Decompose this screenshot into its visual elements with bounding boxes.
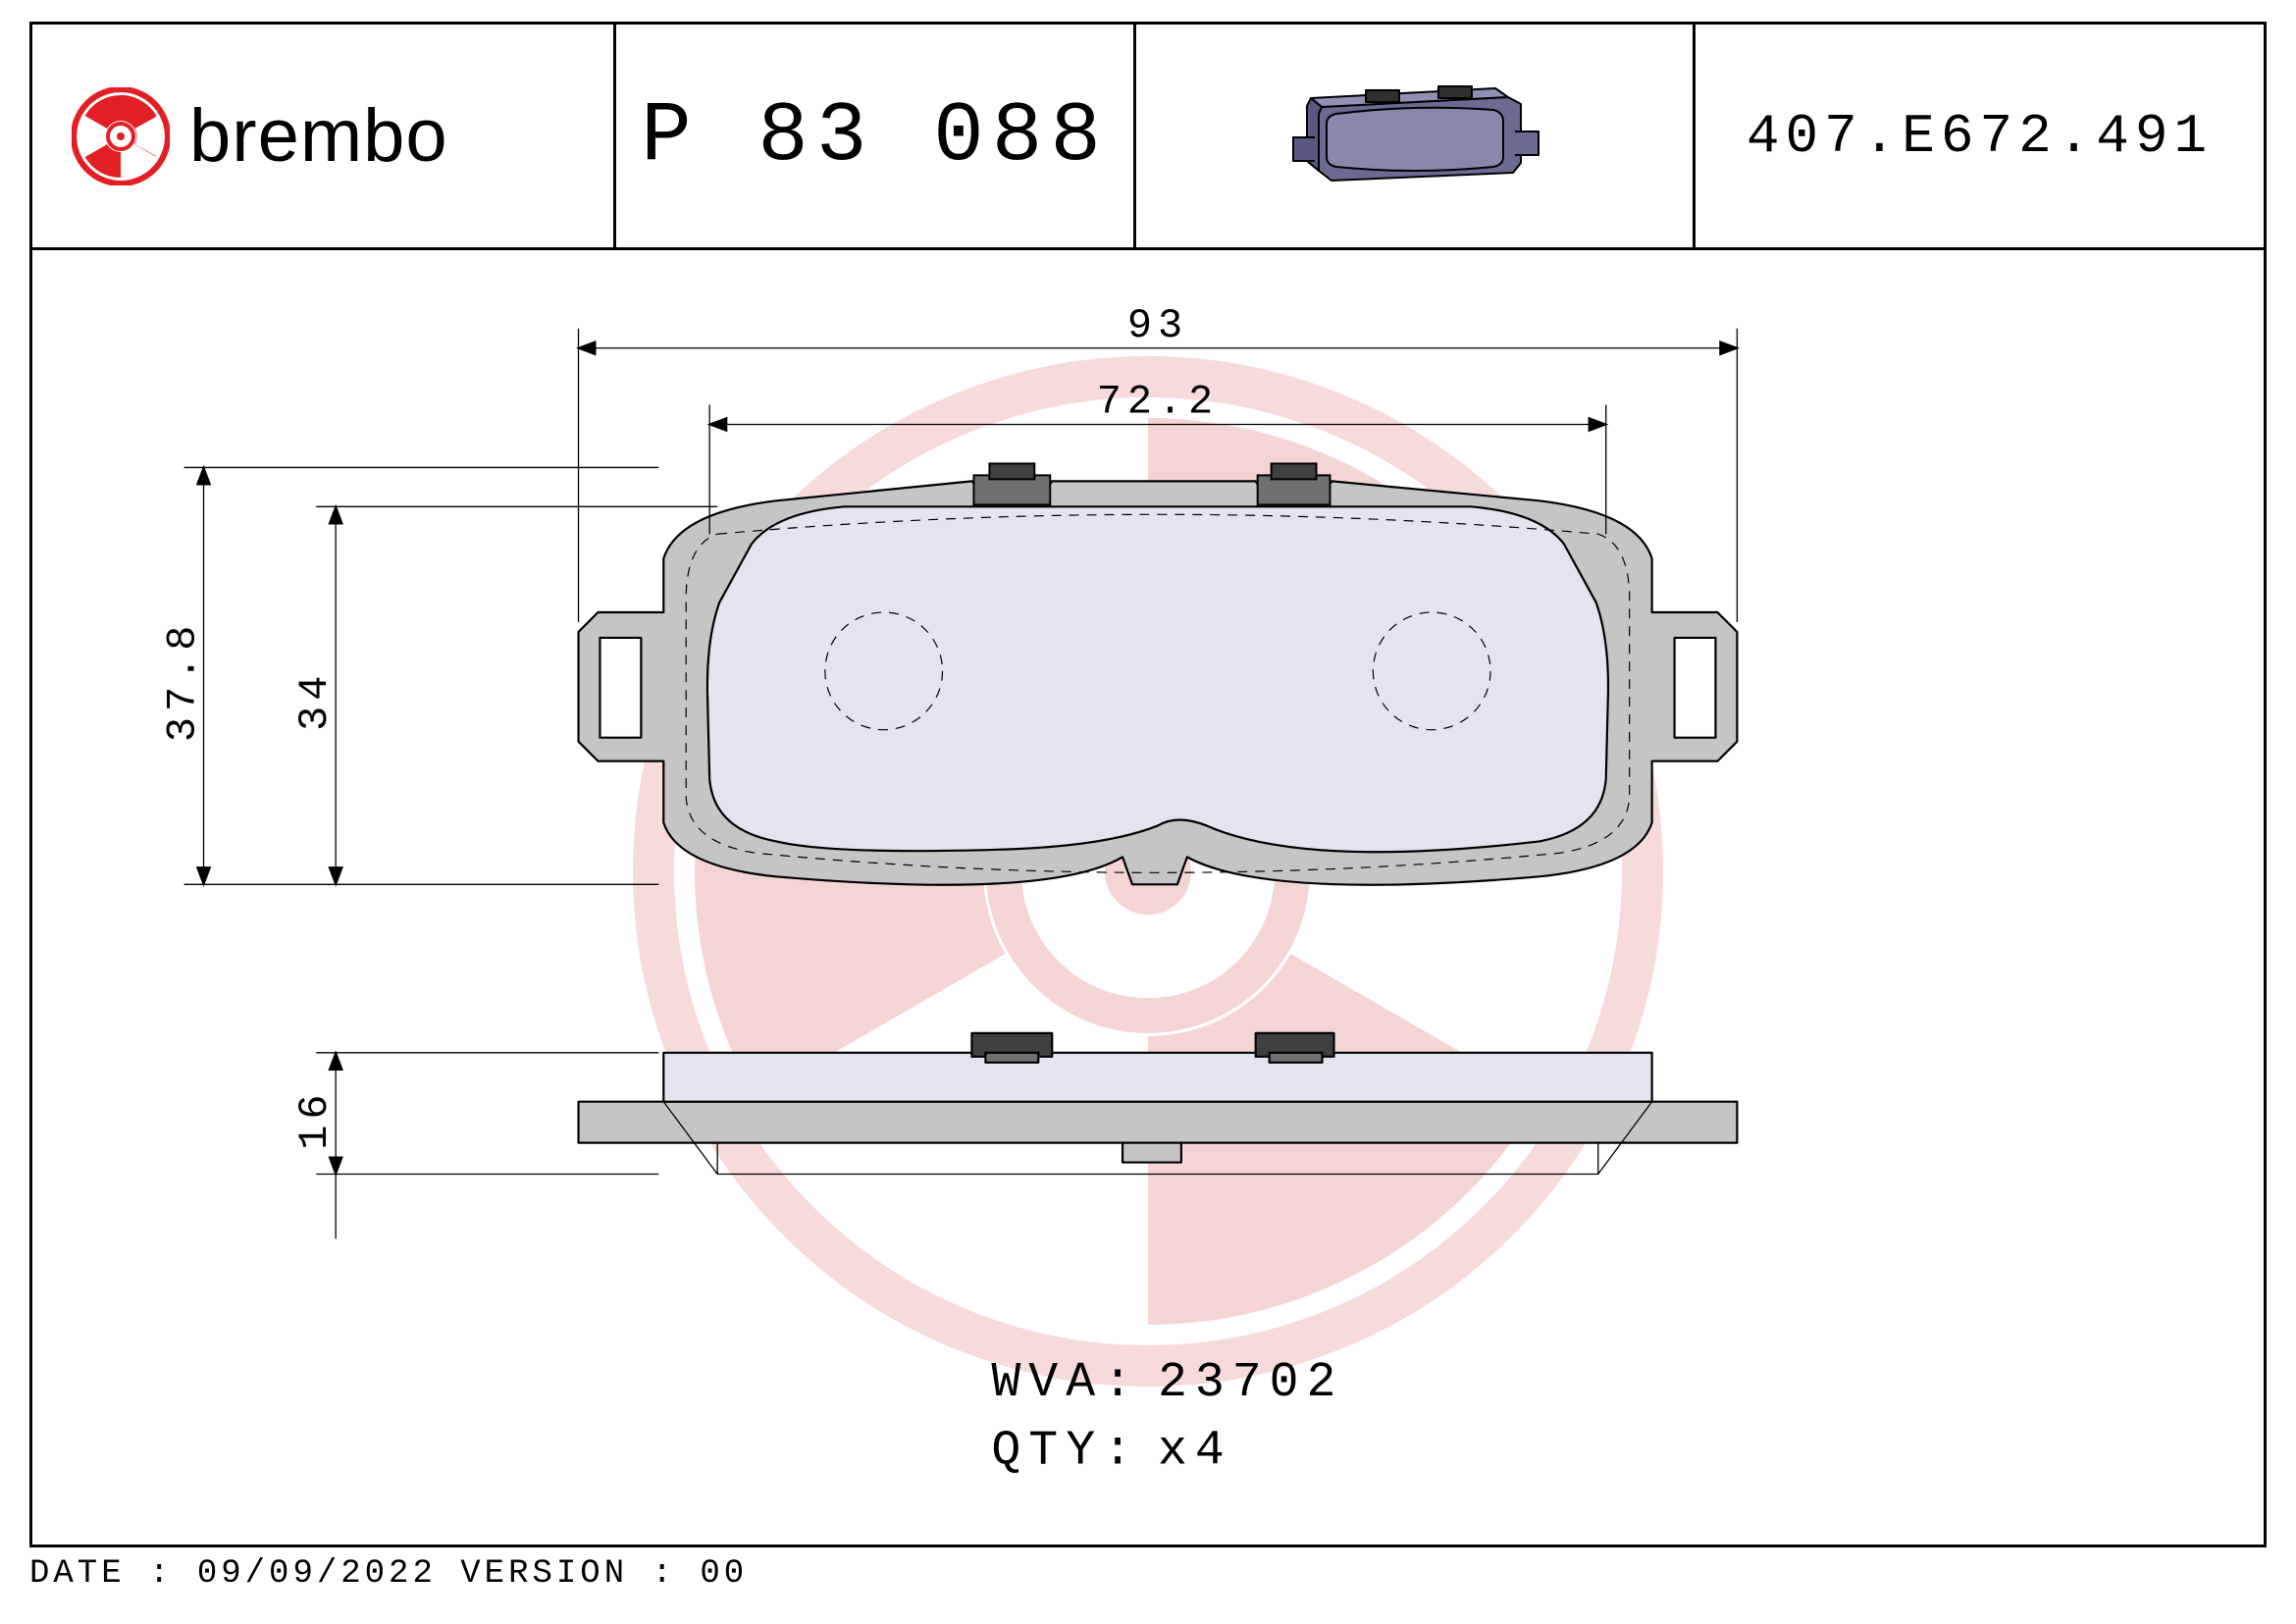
dim-width-overall: 93 bbox=[1127, 302, 1188, 349]
revision-line: DATE : 09/09/2022 VERSION : 00 bbox=[29, 1555, 748, 1593]
title-block: brembo P 83 088 407.E672.491 bbox=[32, 25, 2264, 250]
qty-value: x4 bbox=[1158, 1423, 1232, 1479]
drawing-body: 93 72.2 37.8 bbox=[32, 250, 2264, 1545]
logo-cell: brembo bbox=[32, 25, 616, 247]
technical-drawing: 93 72.2 37.8 bbox=[32, 250, 2264, 1543]
brake-pad-thumbnail-icon bbox=[1268, 63, 1562, 210]
date-value: 09/09/2022 bbox=[197, 1555, 437, 1593]
wva-label: WVA: bbox=[991, 1354, 1140, 1410]
version-value: 00 bbox=[700, 1555, 748, 1593]
part-number: P 83 088 bbox=[641, 88, 1109, 184]
qty-label: QTY: bbox=[991, 1423, 1140, 1479]
brand-name: brembo bbox=[189, 93, 448, 179]
reference-number: 407.E672.491 bbox=[1747, 105, 2213, 168]
thumbnail-cell bbox=[1136, 25, 1696, 247]
reference-cell: 407.E672.491 bbox=[1696, 25, 2264, 247]
dim-height-overall: 37.8 bbox=[160, 620, 207, 742]
dim-thickness: 16 bbox=[291, 1089, 339, 1150]
version-label: VERSION : bbox=[460, 1555, 676, 1593]
part-number-cell: P 83 088 bbox=[616, 25, 1136, 247]
date-label: DATE : bbox=[29, 1555, 173, 1593]
wva-value: 23702 bbox=[1158, 1354, 1344, 1410]
drawing-sheet: brembo P 83 088 407.E672.491 bbox=[29, 22, 2267, 1547]
dim-width-inner: 72.2 bbox=[1097, 379, 1219, 426]
dim-height-pad: 34 bbox=[291, 670, 339, 731]
brembo-logo-icon bbox=[72, 87, 170, 185]
